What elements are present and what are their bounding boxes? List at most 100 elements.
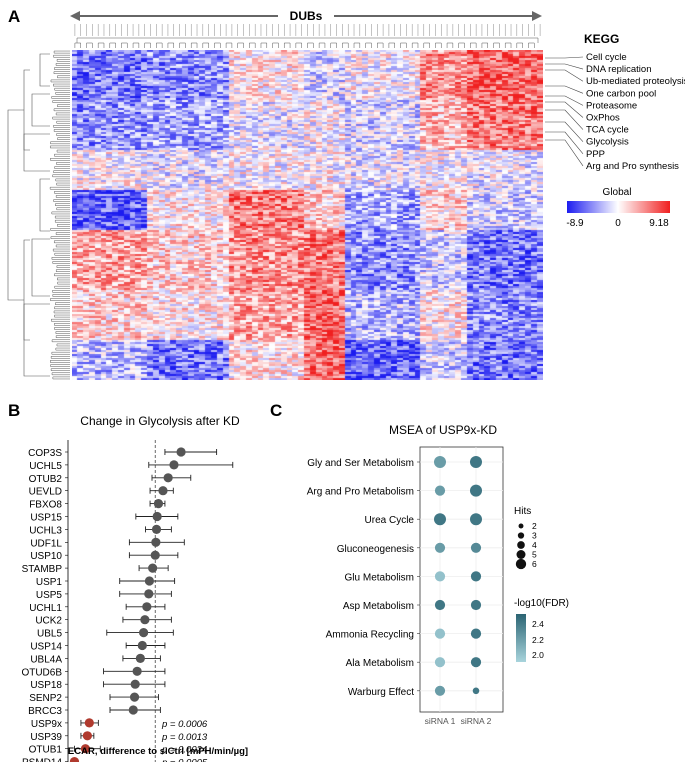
- row-dendrogram-branch: [52, 248, 70, 252]
- column-dendrogram-branch: [260, 42, 268, 48]
- row-dendrogram-branch: [55, 302, 70, 305]
- row-dendrogram-branch: [53, 240, 70, 244]
- legend-title: Global: [603, 187, 632, 198]
- row-dendrogram-branch: [55, 347, 70, 351]
- hits-legend-title: Hits: [514, 506, 531, 517]
- column-dendrogram-branch: [225, 42, 233, 48]
- msea-dot: [434, 571, 446, 582]
- row-dendrogram-branch: [50, 236, 70, 239]
- kegg-connectors: [545, 56, 584, 167]
- msea-category-label: Asp Metabolism: [343, 601, 414, 612]
- row-dendrogram-branch: [55, 92, 70, 95]
- column-dendrogram-branch: [190, 42, 198, 48]
- forest-plot: −10010COP3SUCHL5OTUB2UEVLDFBXO8USP15UCHL…: [21, 440, 234, 767]
- column-dendrogram-branch: [330, 42, 337, 48]
- row-dendrogram-branch: [57, 224, 70, 227]
- forest-point: [140, 615, 150, 625]
- row-dendrogram-branch: [56, 59, 70, 62]
- row-dendrogram-branch: [53, 125, 70, 128]
- msea-dot: [470, 657, 482, 668]
- row-dendrogram-branch: [54, 306, 70, 310]
- fdr-legend-title: -log10(FDR): [514, 598, 569, 609]
- column-dendrogram-branch: [400, 42, 407, 48]
- row-dendrogram-branch: [50, 141, 70, 145]
- row-dendrogram-branch: [50, 368, 70, 371]
- row-dendrogram-branch: [7, 109, 24, 301]
- row-dendrogram-branch: [54, 87, 70, 91]
- kegg-connector-line: [545, 69, 584, 82]
- row-dendrogram-branch: [56, 265, 70, 268]
- forest-p-value: p = 0.0024: [161, 745, 207, 756]
- forest-category-label: UEVLD: [29, 487, 62, 498]
- kegg-term: TCA cycle: [586, 125, 629, 136]
- forest-point: [144, 589, 154, 599]
- msea-dot: [470, 513, 482, 526]
- fdr-legend-ticks: 2.4 2.2 2.0: [526, 619, 544, 660]
- forest-point: [153, 499, 164, 509]
- column-dendrogram-branch: [470, 42, 477, 48]
- forest-point: [128, 705, 138, 715]
- row-dendrogram-branch: [53, 108, 70, 112]
- column-labels: [74, 24, 541, 36]
- column-dendrogram-branch: [272, 42, 279, 48]
- column-dendrogram-branch: [353, 42, 361, 48]
- msea-dot: [434, 513, 446, 526]
- row-dendrogram-branch: [56, 207, 70, 211]
- heatmap: [72, 50, 543, 380]
- forest-p-value: p = 0.0006: [161, 719, 208, 730]
- row-dendrogram-branch: [23, 69, 30, 151]
- panel-b-letter: B: [8, 401, 20, 420]
- hits-legend-label: 3: [532, 531, 537, 541]
- msea-dot: [434, 456, 446, 468]
- row-dendrogram-branch: [55, 195, 70, 198]
- forest-category-label: USP39: [30, 732, 62, 743]
- forest-point: [69, 757, 80, 767]
- row-dendrogram-branch: [55, 178, 70, 182]
- msea-dot: [434, 657, 446, 668]
- msea-category-label: Warburg Effect: [348, 687, 414, 698]
- row-dendrogram-branch: [54, 166, 70, 169]
- column-dendrogram-branch: [237, 42, 244, 48]
- msea-dotplot: Gly and Ser Metabolism Arg and Pro Metabo…: [307, 446, 504, 726]
- forest-p-value: p = 0.0005: [161, 758, 208, 762]
- column-dendrogram-branch: [132, 42, 140, 48]
- msea-frame: [419, 446, 504, 713]
- row-dendrogram-branch: [56, 149, 70, 153]
- row-dendrogram-branch: [56, 343, 70, 347]
- row-dendrogram-branch: [53, 310, 70, 314]
- hits-legend-dot: [515, 558, 527, 570]
- panel-c-letter: C: [270, 401, 282, 420]
- row-dendrogram-branch: [39, 53, 50, 87]
- dubs-label: DUBs: [290, 9, 323, 23]
- row-dendrogram-branch: [53, 170, 70, 173]
- forest-category-label: UBL5: [37, 629, 62, 640]
- row-dendrogram-branch: [50, 356, 70, 359]
- column-dendrogram-branch: [318, 42, 326, 48]
- column-dendrogram-branch: [249, 42, 256, 48]
- fdr-legend-label: 2.4: [532, 619, 544, 629]
- row-dendrogram-branch: [50, 298, 70, 301]
- forest-point: [84, 718, 94, 728]
- msea-category-label: Ala Metabolism: [346, 658, 414, 669]
- forest-point: [163, 473, 173, 483]
- kegg-connector-line: [545, 121, 584, 142]
- forest-point: [150, 550, 160, 560]
- row-dendrogram: [7, 50, 70, 380]
- msea-dot: [434, 685, 446, 696]
- column-dendrogram-branch: [377, 42, 384, 48]
- row-dendrogram-branch: [57, 104, 70, 107]
- kegg-connector-line: [545, 101, 584, 118]
- msea-category-label: Gly and Ser Metabolism: [307, 458, 414, 469]
- forest-category-label: USP10: [30, 551, 62, 562]
- forest-point: [169, 460, 179, 470]
- row-dendrogram-branch: [51, 257, 70, 260]
- row-dendrogram-branch: [55, 335, 70, 338]
- column-dendrogram-branch: [121, 42, 128, 48]
- forest-category-label: USP14: [30, 642, 62, 653]
- column-dendrogram-branch: [435, 42, 442, 48]
- msea-title: MSEA of USP9x-KD: [389, 423, 497, 437]
- row-dendrogram-branch: [52, 174, 70, 178]
- kegg-term: Glycolysis: [586, 137, 629, 148]
- forest-category-label: USP15: [30, 513, 62, 524]
